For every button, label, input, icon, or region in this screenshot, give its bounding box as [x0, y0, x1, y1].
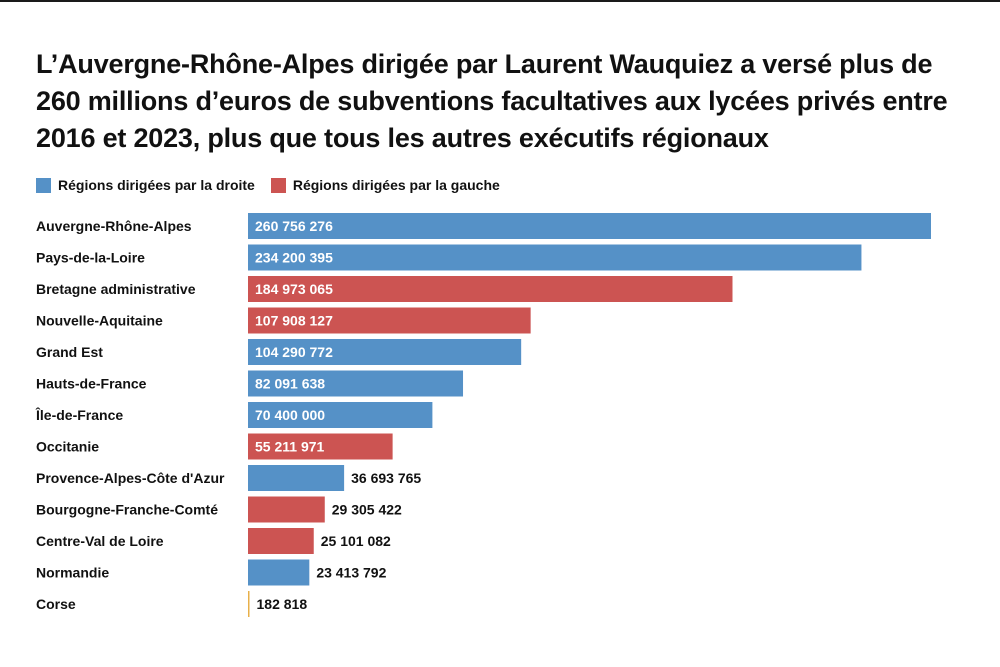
category-label: Bourgogne-Franche-Comté — [36, 502, 218, 518]
bar — [248, 528, 314, 554]
category-label: Nouvelle-Aquitaine — [36, 313, 163, 329]
legend-label-left: Régions dirigées par la gauche — [292, 177, 500, 193]
value-label: 25 101 082 — [321, 533, 391, 549]
category-label: Auvergne-Rhône-Alpes — [36, 218, 192, 234]
legend-swatch-left — [270, 177, 286, 193]
bar — [248, 339, 522, 365]
category-label: Bretagne administrative — [36, 281, 196, 297]
chart-title: L’Auvergne-Rhône-Alpes dirigée par Laure… — [36, 49, 948, 153]
value-label: 234 200 395 — [255, 250, 333, 266]
bar — [248, 244, 862, 271]
value-label: 23 413 792 — [316, 565, 386, 581]
legend-label-right: Régions dirigées par la droite — [58, 177, 255, 193]
category-label: Île-de-France — [35, 406, 123, 423]
bar — [248, 307, 531, 334]
top-rule — [0, 0, 1000, 2]
value-label: 29 305 422 — [332, 502, 402, 518]
category-label: Grand Est — [36, 344, 103, 360]
category-label: Corse — [36, 596, 76, 612]
bar — [248, 370, 464, 397]
category-label: Occitanie — [36, 439, 99, 455]
bar — [248, 465, 345, 491]
value-label: 184 973 065 — [255, 281, 333, 297]
value-label: 36 693 765 — [351, 470, 421, 486]
value-label: 70 400 000 — [255, 407, 325, 423]
legend: Régions dirigées par la droite Régions d… — [36, 177, 516, 193]
value-label: 82 091 638 — [255, 376, 325, 392]
legend-item-right: Régions dirigées par la droite — [36, 177, 255, 193]
value-label: 260 756 276 — [255, 218, 333, 234]
category-label: Pays-de-la-Loire — [36, 250, 145, 266]
bar — [248, 402, 433, 428]
bar — [248, 213, 931, 239]
value-label: 55 211 971 — [255, 439, 325, 455]
category-label: Hauts-de-France — [36, 376, 147, 392]
category-label: Normandie — [36, 565, 109, 581]
bar — [248, 276, 733, 302]
legend-swatch-right — [36, 177, 51, 193]
bar — [248, 496, 325, 523]
category-label: Centre-Val de Loire — [36, 533, 164, 549]
legend-item-left: Régions dirigées par la gauche — [270, 177, 500, 193]
category-label: Provence-Alpes-Côte d'Azur — [36, 470, 225, 486]
value-label: 107 908 127 — [255, 313, 333, 329]
bar — [248, 591, 250, 617]
bar — [248, 559, 310, 586]
value-label: 182 818 — [257, 596, 308, 612]
value-label: 104 290 772 — [255, 344, 333, 360]
bar — [248, 433, 393, 460]
